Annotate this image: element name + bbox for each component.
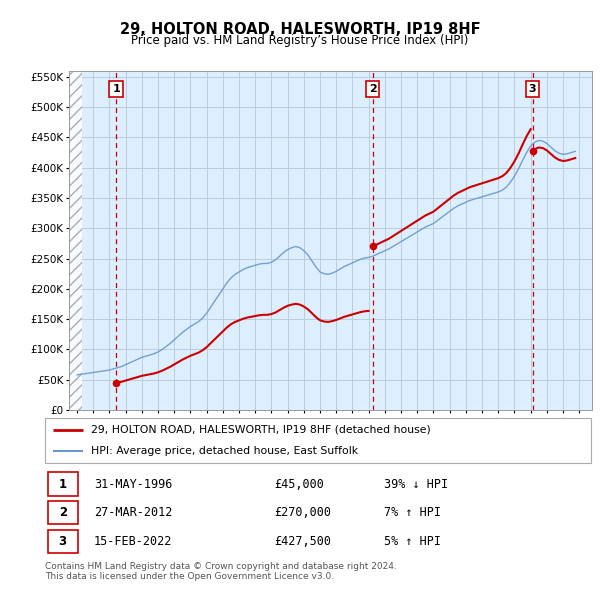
Text: 39% ↓ HPI: 39% ↓ HPI [383, 477, 448, 490]
Text: 5% ↑ HPI: 5% ↑ HPI [383, 535, 440, 548]
Text: 2: 2 [368, 84, 376, 94]
Text: 31-MAY-1996: 31-MAY-1996 [94, 477, 173, 490]
Bar [48, 530, 78, 553]
Text: £270,000: £270,000 [274, 506, 331, 519]
Text: 2: 2 [59, 506, 67, 519]
Text: Price paid vs. HM Land Registry’s House Price Index (HPI): Price paid vs. HM Land Registry’s House … [131, 34, 469, 47]
Bar [48, 473, 78, 496]
Bar [69, 71, 82, 410]
Text: 7% ↑ HPI: 7% ↑ HPI [383, 506, 440, 519]
Text: HPI: Average price, detached house, East Suffolk: HPI: Average price, detached house, East… [91, 446, 359, 456]
Text: 27-MAR-2012: 27-MAR-2012 [94, 506, 173, 519]
Text: Contains HM Land Registry data © Crown copyright and database right 2024.
This d: Contains HM Land Registry data © Crown c… [45, 562, 397, 581]
Text: £427,500: £427,500 [274, 535, 331, 548]
Text: 3: 3 [529, 84, 536, 94]
Text: £45,000: £45,000 [274, 477, 324, 490]
Text: 29, HOLTON ROAD, HALESWORTH, IP19 8HF: 29, HOLTON ROAD, HALESWORTH, IP19 8HF [119, 22, 481, 37]
Text: 3: 3 [59, 535, 67, 548]
Text: 1: 1 [59, 477, 67, 490]
Bar [48, 501, 78, 525]
Text: 29, HOLTON ROAD, HALESWORTH, IP19 8HF (detached house): 29, HOLTON ROAD, HALESWORTH, IP19 8HF (d… [91, 425, 431, 435]
Text: 1: 1 [112, 84, 120, 94]
Text: 15-FEB-2022: 15-FEB-2022 [94, 535, 173, 548]
